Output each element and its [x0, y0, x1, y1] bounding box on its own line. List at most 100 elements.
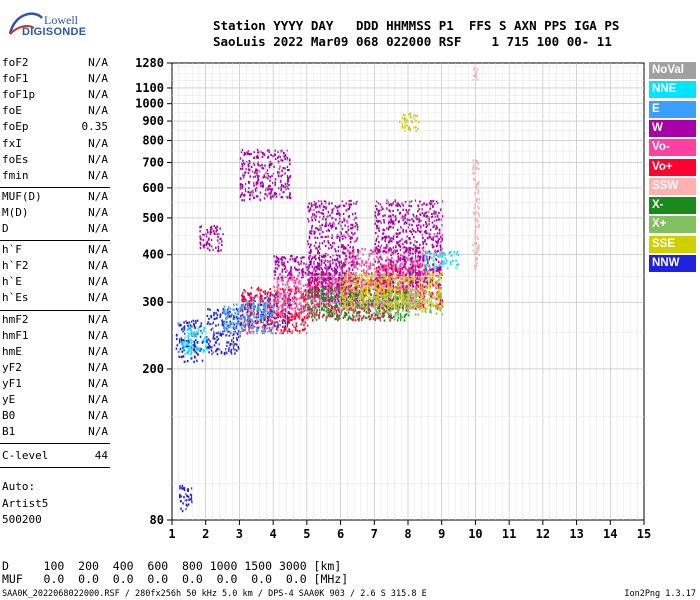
echo-point-w [415, 272, 418, 275]
echo-point-w [418, 250, 421, 253]
parameter-separator [0, 467, 110, 469]
echo-point-nne [202, 329, 205, 332]
echo-point-w [389, 237, 392, 240]
echo-point-vo [277, 283, 280, 287]
echo-point-vo [400, 274, 403, 277]
echo-point-w [216, 225, 219, 228]
echo-point-w [325, 267, 328, 270]
echo-point-vo [426, 300, 429, 303]
echo-point-w [321, 281, 323, 284]
echo-point-nnw [181, 347, 184, 350]
echo-point-vo [312, 318, 314, 322]
echo-point-vo [315, 312, 317, 315]
echo-point-w [337, 234, 340, 238]
echo-point-vo [284, 296, 287, 299]
echo-point-vo [356, 286, 358, 289]
echo-point-vo [377, 260, 379, 263]
echo-point-w [407, 268, 410, 271]
echo-point-w [265, 192, 267, 196]
echo-point-vo [355, 290, 358, 293]
echo-point-w [422, 273, 425, 276]
echo-point-ssw [478, 201, 481, 204]
echo-point-vo [415, 286, 418, 289]
echo-point-w [348, 255, 351, 259]
echo-point-w [410, 247, 412, 250]
echo-point-w [256, 154, 259, 157]
echo-point-vo [277, 325, 280, 328]
echo-point-nnw [220, 333, 223, 336]
echo-point-vo [316, 277, 319, 280]
echo-point-w [435, 244, 438, 248]
echo-point-w [421, 264, 423, 267]
echo-point-vo [285, 307, 287, 311]
echo-point-nnw [181, 484, 184, 487]
echo-point-w [314, 218, 317, 221]
echo-point-x [318, 294, 321, 297]
echo-point-nnw [229, 311, 231, 314]
echo-point-nnw [178, 340, 181, 343]
echo-point-vo [294, 317, 297, 320]
parameter-row: MUF(D) N/A [2, 190, 108, 206]
echo-point-ssw [473, 172, 476, 175]
echo-point-w [346, 288, 349, 291]
echo-point-vo [315, 303, 318, 306]
echo-point-w [383, 283, 385, 286]
echo-point-w [328, 267, 331, 270]
echo-point-w [379, 246, 382, 249]
echo-point-vo [360, 264, 363, 268]
echo-point-w [239, 157, 242, 160]
echo-point-w [352, 248, 355, 251]
echo-point-vo [334, 290, 337, 293]
echo-point-nne [190, 338, 193, 342]
echo-point-w [384, 281, 387, 284]
echo-point-vo [361, 259, 363, 263]
echo-point-e [251, 331, 253, 334]
echo-point-vo [297, 274, 300, 277]
echo-point-vo [315, 293, 318, 297]
echo-point-vo [291, 318, 294, 321]
echo-point-vo [367, 267, 369, 271]
echo-point-nnw [232, 333, 235, 336]
echo-point-w [309, 254, 311, 257]
echo-point-vo [271, 305, 274, 308]
echo-point-x [368, 288, 371, 291]
clevel-value: 44 [94, 449, 108, 463]
echo-point-nnw [180, 355, 183, 359]
echo-point-e [263, 302, 265, 305]
echo-point-nnw [271, 310, 274, 313]
echo-point-vo [294, 302, 297, 305]
echo-point-w [434, 210, 437, 214]
echo-point-nnw [202, 340, 204, 343]
echo-point-nnw [234, 330, 237, 333]
echo-point-vo [367, 282, 370, 286]
echo-point-w [389, 221, 392, 224]
echo-point-vo [398, 267, 400, 270]
echo-point-nnw [222, 320, 225, 323]
echo-point-nnw [213, 318, 216, 321]
echo-point-vo [304, 327, 306, 330]
parameter-name: foF2 [2, 56, 29, 69]
echo-point-w [325, 201, 327, 204]
echo-point-ssw [475, 250, 478, 254]
echo-point-w [241, 164, 244, 168]
echo-point-x [372, 299, 375, 302]
echo-point-vo [296, 330, 299, 333]
echo-point-x [391, 316, 393, 320]
echo-point-w [438, 211, 440, 215]
echo-point-w [422, 242, 425, 245]
echo-point-w [329, 222, 331, 225]
echo-point-w [431, 215, 434, 218]
echo-point-vo [417, 302, 419, 305]
echo-point-vo [347, 270, 349, 273]
echo-point-w [411, 223, 413, 227]
echo-point-vo [365, 294, 367, 297]
echo-point-vo [415, 287, 417, 290]
echo-point-w [385, 236, 387, 239]
echo-point-w [315, 273, 318, 276]
echo-point-vo [405, 288, 408, 291]
echo-point-w [396, 232, 398, 235]
echo-point-vo [384, 264, 386, 268]
echo-point-vo [282, 279, 284, 282]
echo-point-vo [295, 305, 298, 308]
echo-point-w [317, 228, 320, 232]
